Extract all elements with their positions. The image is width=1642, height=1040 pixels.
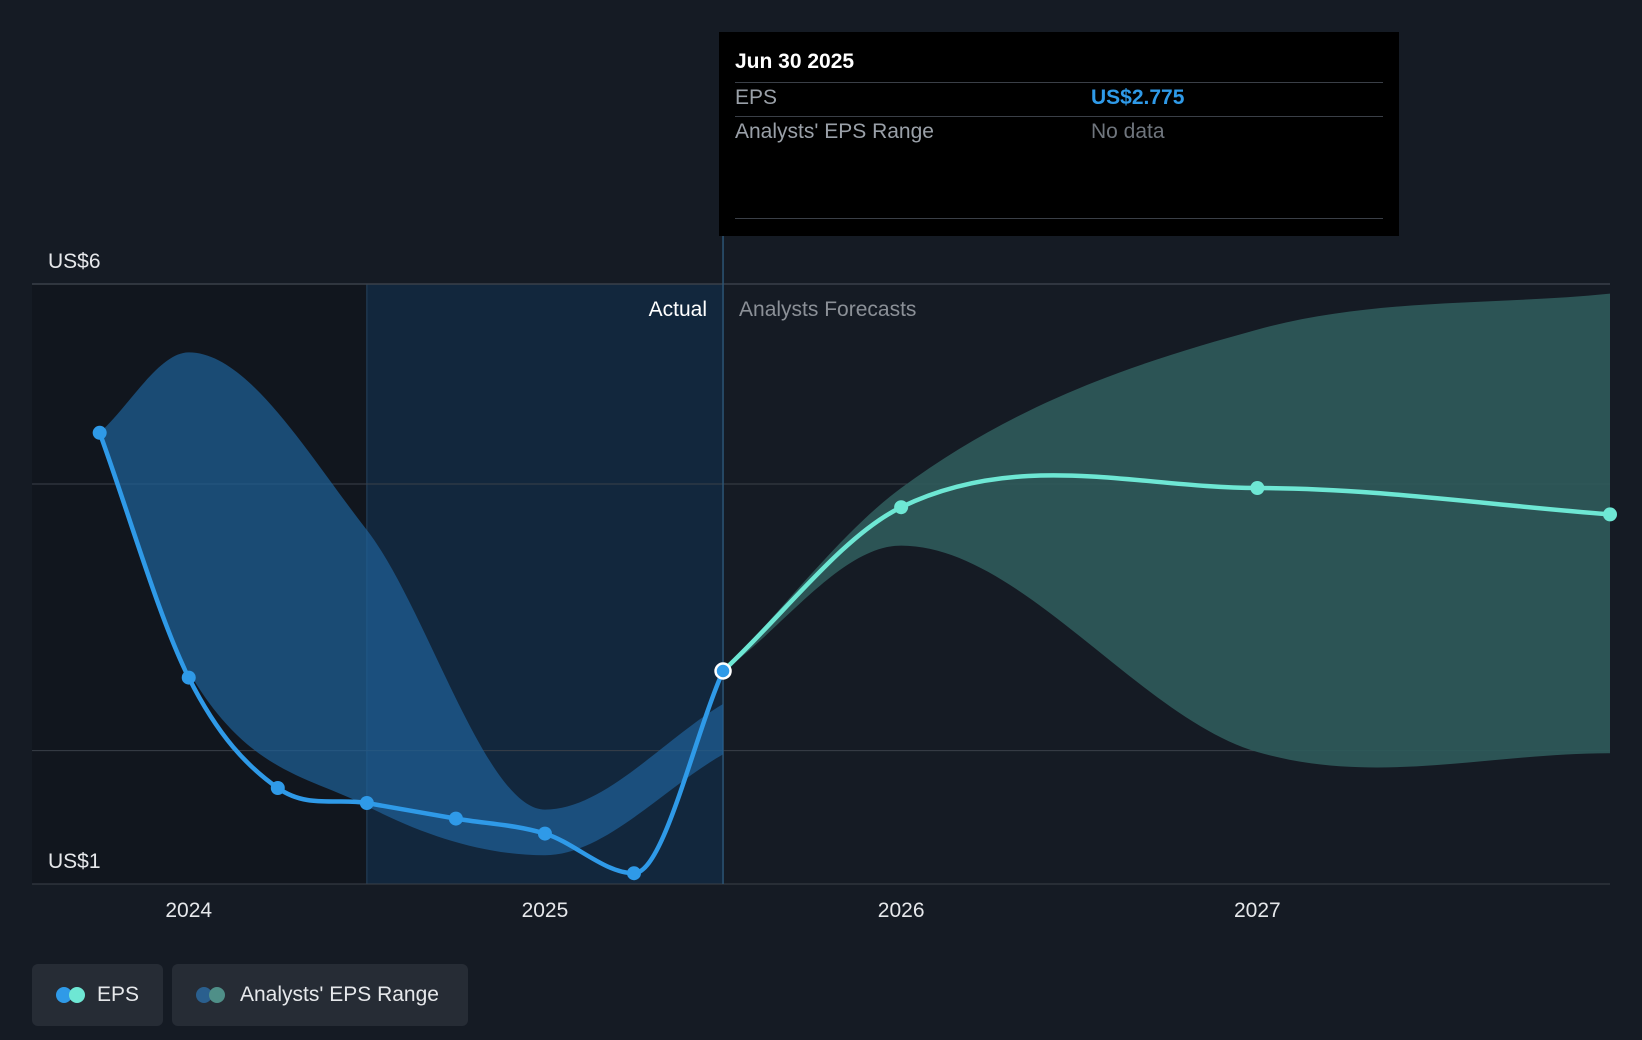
eps-actual-point (181, 670, 196, 685)
legend-range-label: Analysts' EPS Range (240, 983, 439, 1006)
actual-eps-range-band (99, 352, 724, 856)
eps-actual-point (92, 425, 107, 440)
eps-hover-point (714, 662, 732, 680)
eps-actual-point (626, 866, 641, 881)
forecast-label: Analysts Forecasts (739, 298, 916, 321)
tooltip-eps-value: US$2.775 (1091, 86, 1185, 109)
y-axis-tick-label: US$1 (48, 850, 101, 873)
tooltip-range-label: Analysts' EPS Range (735, 120, 934, 143)
y-axis-tick-label: US$6 (48, 250, 101, 273)
eps-forecast-line (720, 473, 1613, 674)
tooltip-divider (735, 116, 1383, 117)
eps-actual-point (537, 826, 552, 841)
eps-forecast-point (1250, 481, 1265, 495)
legend-item-eps[interactable]: EPS (32, 964, 163, 1026)
eps-actual-point (359, 796, 374, 810)
legend-range-swatch-icon (196, 987, 226, 1003)
eps-actual-point (448, 811, 463, 826)
x-axis-tick-label: 2024 (165, 899, 212, 922)
x-axis-tick-label: 2025 (522, 899, 569, 922)
hover-tooltip: Jun 30 2025 EPS US$2.775 Analysts' EPS R… (719, 32, 1399, 236)
eps-actual-point (270, 781, 285, 795)
tooltip-range-value: No data (1091, 120, 1165, 143)
eps-forecast-point (1603, 507, 1617, 522)
tooltip-date: Jun 30 2025 (735, 50, 855, 73)
x-axis-tick-label: 2027 (1234, 899, 1281, 922)
tooltip-divider (735, 218, 1383, 219)
eps-forecast-point (894, 500, 909, 515)
legend-item-eps-range[interactable]: Analysts' EPS Range (172, 964, 468, 1026)
tooltip-divider (735, 82, 1383, 83)
legend-eps-swatch-icon (56, 987, 85, 1003)
forecast-eps-range-band (723, 293, 1610, 768)
legend-eps-label: EPS (96, 983, 139, 1006)
tooltip-eps-label: EPS (735, 86, 778, 109)
x-axis-tick-label: 2026 (878, 899, 925, 922)
actual-label: Actual (649, 298, 707, 321)
